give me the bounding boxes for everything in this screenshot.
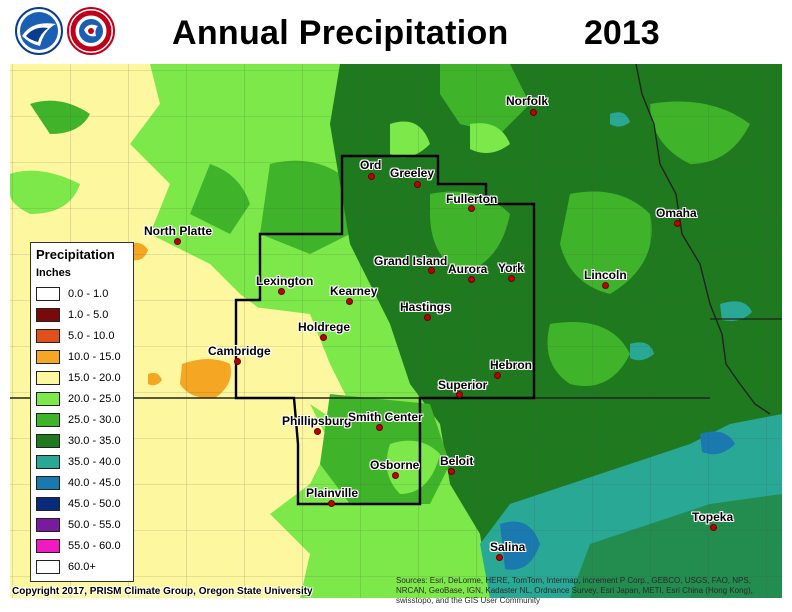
legend-swatch: [36, 287, 60, 301]
legend-label: 60.0+: [68, 561, 96, 573]
city-marker: [174, 238, 181, 245]
city-marker: [674, 220, 681, 227]
city-marker: [468, 205, 475, 212]
city-label-norfolk: Norfolk: [506, 94, 548, 108]
legend-swatch: [36, 350, 60, 364]
city-marker: [414, 181, 421, 188]
city-label-osborne: Osborne: [370, 458, 420, 472]
legend-title: Precipitation: [36, 247, 115, 262]
legend-label: 50.0 - 55.0: [68, 519, 121, 531]
city-marker: [320, 334, 327, 341]
legend-label: 15.0 - 20.0: [68, 372, 121, 384]
city-marker: [392, 472, 399, 479]
city-label-hebron: Hebron: [490, 358, 532, 372]
city-label-superior: Superior: [438, 378, 488, 392]
legend-swatch: [36, 413, 60, 427]
legend-swatch: [36, 392, 60, 406]
city-marker: [710, 524, 717, 531]
legend-swatch: [36, 560, 60, 574]
city-label-omaha: Omaha: [656, 206, 697, 220]
legend-swatch: [36, 434, 60, 448]
legend-label: 0.0 - 1.0: [68, 288, 109, 300]
city-label-cambridge: Cambridge: [208, 344, 271, 358]
city-marker: [456, 391, 463, 398]
city-marker: [508, 275, 515, 282]
city-marker: [328, 500, 335, 507]
city-label-lincoln: Lincoln: [584, 268, 627, 282]
city-label-kearney: Kearney: [330, 284, 378, 298]
city-label-topeka: Topeka: [692, 510, 734, 524]
city-label-aurora: Aurora: [448, 262, 488, 276]
legend-swatch: [36, 329, 60, 343]
city-marker: [602, 282, 609, 289]
city-marker: [496, 554, 503, 561]
city-label-holdrege: Holdrege: [298, 320, 351, 334]
legend-label: 35.0 - 40.0: [68, 456, 121, 468]
legend: Precipitation Inches 0.0 - 1.0 1.0 - 5.0 5…: [30, 242, 134, 582]
legend-label: 55.0 - 60.0: [68, 540, 121, 552]
city-marker: [428, 267, 435, 274]
city-label-salina: Salina: [490, 540, 526, 554]
legend-swatch: [36, 518, 60, 532]
precipitation-map: Norfolk Ord Greeley Fullerton North Plat…: [10, 64, 782, 598]
city-marker: [314, 428, 321, 435]
legend-swatch: [36, 371, 60, 385]
legend-label: 25.0 - 30.0: [68, 414, 121, 426]
city-marker: [530, 109, 537, 116]
legend-label: 1.0 - 5.0: [68, 309, 109, 321]
city-label-phillipsburg: Phillipsburg: [282, 414, 352, 428]
legend-label: 40.0 - 45.0: [68, 477, 121, 489]
city-label-plainville: Plainville: [306, 486, 359, 500]
city-marker: [278, 288, 285, 295]
city-marker: [368, 173, 375, 180]
legend-swatch: [36, 497, 60, 511]
city-marker: [448, 468, 455, 475]
legend-swatch: [36, 455, 60, 469]
city-marker: [494, 372, 501, 379]
nws-logo: [66, 6, 116, 56]
city-label-ord: Ord: [360, 158, 382, 172]
city-marker: [468, 276, 475, 283]
legend-label: 45.0 - 50.0: [68, 498, 121, 510]
legend-swatch: [36, 539, 60, 553]
legend-label: 10.0 - 15.0: [68, 351, 121, 363]
city-label-smith-center: Smith Center: [348, 410, 423, 424]
city-label-hastings: Hastings: [400, 300, 451, 314]
precipitation-map-canvas: [10, 64, 782, 598]
map-title: Annual Precipitation: [172, 14, 509, 52]
city-marker: [234, 358, 241, 365]
city-label-grand-island: Grand Island: [374, 254, 448, 268]
legend-swatch: [36, 308, 60, 322]
legend-units: Inches: [36, 267, 71, 279]
city-label-lexington: Lexington: [256, 274, 314, 288]
city-label-beloit: Beloit: [440, 454, 474, 468]
legend-label: 20.0 - 25.0: [68, 393, 121, 405]
sources-attribution: Sources: Esri, DeLorme, HERE, TomTom, In…: [396, 576, 753, 605]
header: Annual Precipitation 2013: [0, 0, 792, 64]
legend-label: 30.0 - 35.0: [68, 435, 121, 447]
city-marker: [346, 298, 353, 305]
city-marker: [424, 314, 431, 321]
map-year: 2013: [584, 14, 660, 52]
city-label-north-platte: North Platte: [144, 224, 213, 238]
city-label-greeley: Greeley: [390, 166, 435, 180]
copyright-text: Copyright 2017, PRISM Climate Group, Ore…: [12, 586, 313, 597]
city-marker: [376, 424, 383, 431]
legend-swatch: [36, 476, 60, 490]
legend-label: 5.0 - 10.0: [68, 330, 115, 342]
city-label-fullerton: Fullerton: [446, 192, 498, 206]
noaa-logo: [14, 6, 64, 56]
city-label-york: York: [498, 261, 524, 275]
